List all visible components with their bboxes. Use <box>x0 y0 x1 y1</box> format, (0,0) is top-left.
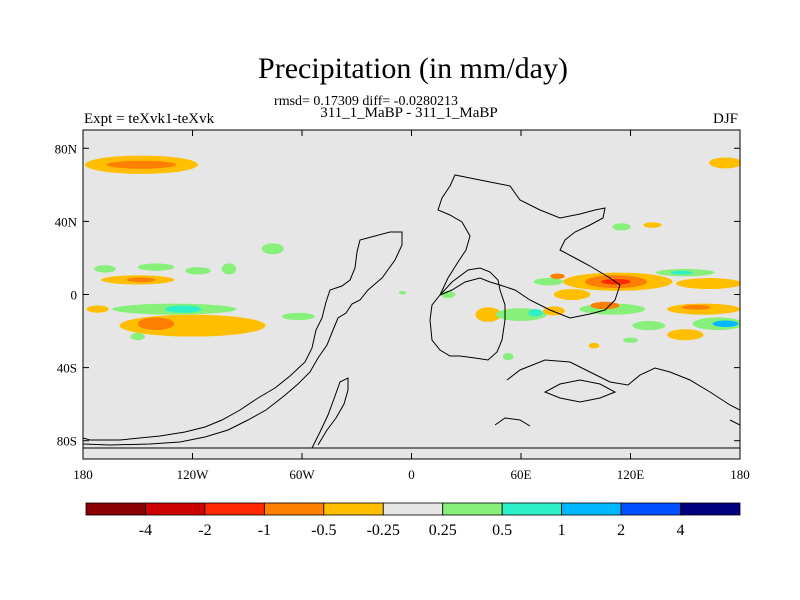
x-tick-label-3: 0 <box>408 467 415 482</box>
y-tick-label-4: 80S <box>57 434 77 449</box>
anomaly-region-38 <box>632 321 666 331</box>
coastline-antarctic-peninsula <box>494 417 531 427</box>
x-tick-label-0: 180 <box>73 467 93 482</box>
colorbar-label-3: -0.5 <box>311 522 336 539</box>
anomaly-region-16 <box>281 312 315 321</box>
x-tick-label-6: 180 <box>730 467 750 482</box>
anomaly-region-10 <box>86 305 109 313</box>
anomaly-region-2 <box>708 157 740 169</box>
anomaly-region-43 <box>643 222 662 228</box>
colorbar-label-8: 2 <box>617 522 625 539</box>
x-tick-label-5: 120E <box>617 467 645 482</box>
anomaly-region-24 <box>533 278 563 286</box>
anomaly-layer <box>84 155 740 361</box>
anomaly-region-21 <box>528 309 543 317</box>
anomaly-region-5 <box>185 267 211 275</box>
coastline-eurasia <box>437 174 621 319</box>
anomaly-region-15 <box>130 332 146 341</box>
anomaly-region-40 <box>623 337 638 343</box>
anomaly-region-9 <box>126 277 156 283</box>
anomaly-region-30 <box>670 270 693 275</box>
colorbar-box-6 <box>442 502 503 516</box>
colorbar-box-3 <box>263 502 325 516</box>
colorbar-box-4 <box>323 502 384 516</box>
colorbar-box-1 <box>145 502 206 516</box>
colorbar-box-0 <box>85 502 146 516</box>
x-tick-label-1: 120W <box>177 467 210 482</box>
x-tick-label-2: 60W <box>289 467 315 482</box>
anomaly-region-12 <box>165 305 202 313</box>
coastline-antarctica <box>83 419 740 449</box>
colorbar-label-1: -2 <box>198 522 211 539</box>
coastline-americas <box>83 231 403 446</box>
anomaly-region-4 <box>137 263 175 271</box>
anomaly-region-44 <box>550 273 565 279</box>
anomaly-region-17 <box>398 290 407 295</box>
coastline-south-america <box>311 377 349 449</box>
colorbar-box-2 <box>204 502 265 516</box>
anomaly-region-34 <box>681 304 711 310</box>
x-tick-label-4: 60E <box>511 467 532 482</box>
anomaly-region-41 <box>502 352 514 361</box>
anomaly-region-6 <box>221 263 237 275</box>
stats-subtitle: rmsd= 0.17309 diff= -0.0280213 <box>274 94 458 109</box>
colorbar-box-10 <box>680 502 741 516</box>
colorbar-label-5: 0.25 <box>429 522 457 539</box>
chart-title: Precipitation (in mm/day) <box>258 52 568 85</box>
anomaly-region-7 <box>261 243 284 255</box>
runs-label: 311_1_MaBP - 311_1_MaBP <box>320 105 498 121</box>
y-tick-label-3: 40S <box>57 361 77 376</box>
colorbar: -4 -2 -1 -0.5 -0.25 0.25 0.5 1 2 4 <box>85 502 741 539</box>
coastline-islands <box>543 379 617 403</box>
coastline-africa <box>429 267 506 361</box>
anomaly-region-14 <box>137 317 175 331</box>
anomaly-region-42 <box>612 223 631 231</box>
colorbar-label-9: 4 <box>677 522 685 539</box>
coastlines <box>83 174 740 449</box>
colorbar-label-4: -0.25 <box>367 522 400 539</box>
colorbar-label-2: -1 <box>258 522 271 539</box>
coastline-australia <box>506 359 740 411</box>
anomaly-region-32 <box>590 301 620 310</box>
colorbar-label-7: 1 <box>558 522 566 539</box>
anomaly-region-28 <box>676 278 740 290</box>
colorbar-box-7 <box>501 502 563 516</box>
map-background <box>83 130 740 459</box>
anomaly-region-3 <box>93 265 116 273</box>
anomaly-region-37 <box>667 329 704 341</box>
y-tick-label-2: 0 <box>71 288 78 303</box>
y-tick-label-1: 40N <box>55 214 78 229</box>
anomaly-region-39 <box>588 342 600 349</box>
season-label: DJF <box>712 111 738 127</box>
axis-ticks: 180 120W 60W 0 60E 120E 180 80N 40N 0 40S 80S <box>55 130 750 482</box>
expt-label: Expt = teXvk1-teXvk <box>84 111 215 127</box>
anomaly-region-23 <box>553 289 591 300</box>
y-tick-label-0: 80N <box>55 141 78 156</box>
anomaly-region-1 <box>106 160 177 169</box>
anomaly-region-19 <box>475 307 501 322</box>
colorbar-box-5 <box>382 502 444 516</box>
colorbar-box-9 <box>620 502 681 516</box>
colorbar-label-6: 0.5 <box>492 522 512 539</box>
colorbar-label-0: -4 <box>139 522 152 539</box>
anomaly-region-36 <box>712 320 739 328</box>
colorbar-box-8 <box>561 502 622 516</box>
